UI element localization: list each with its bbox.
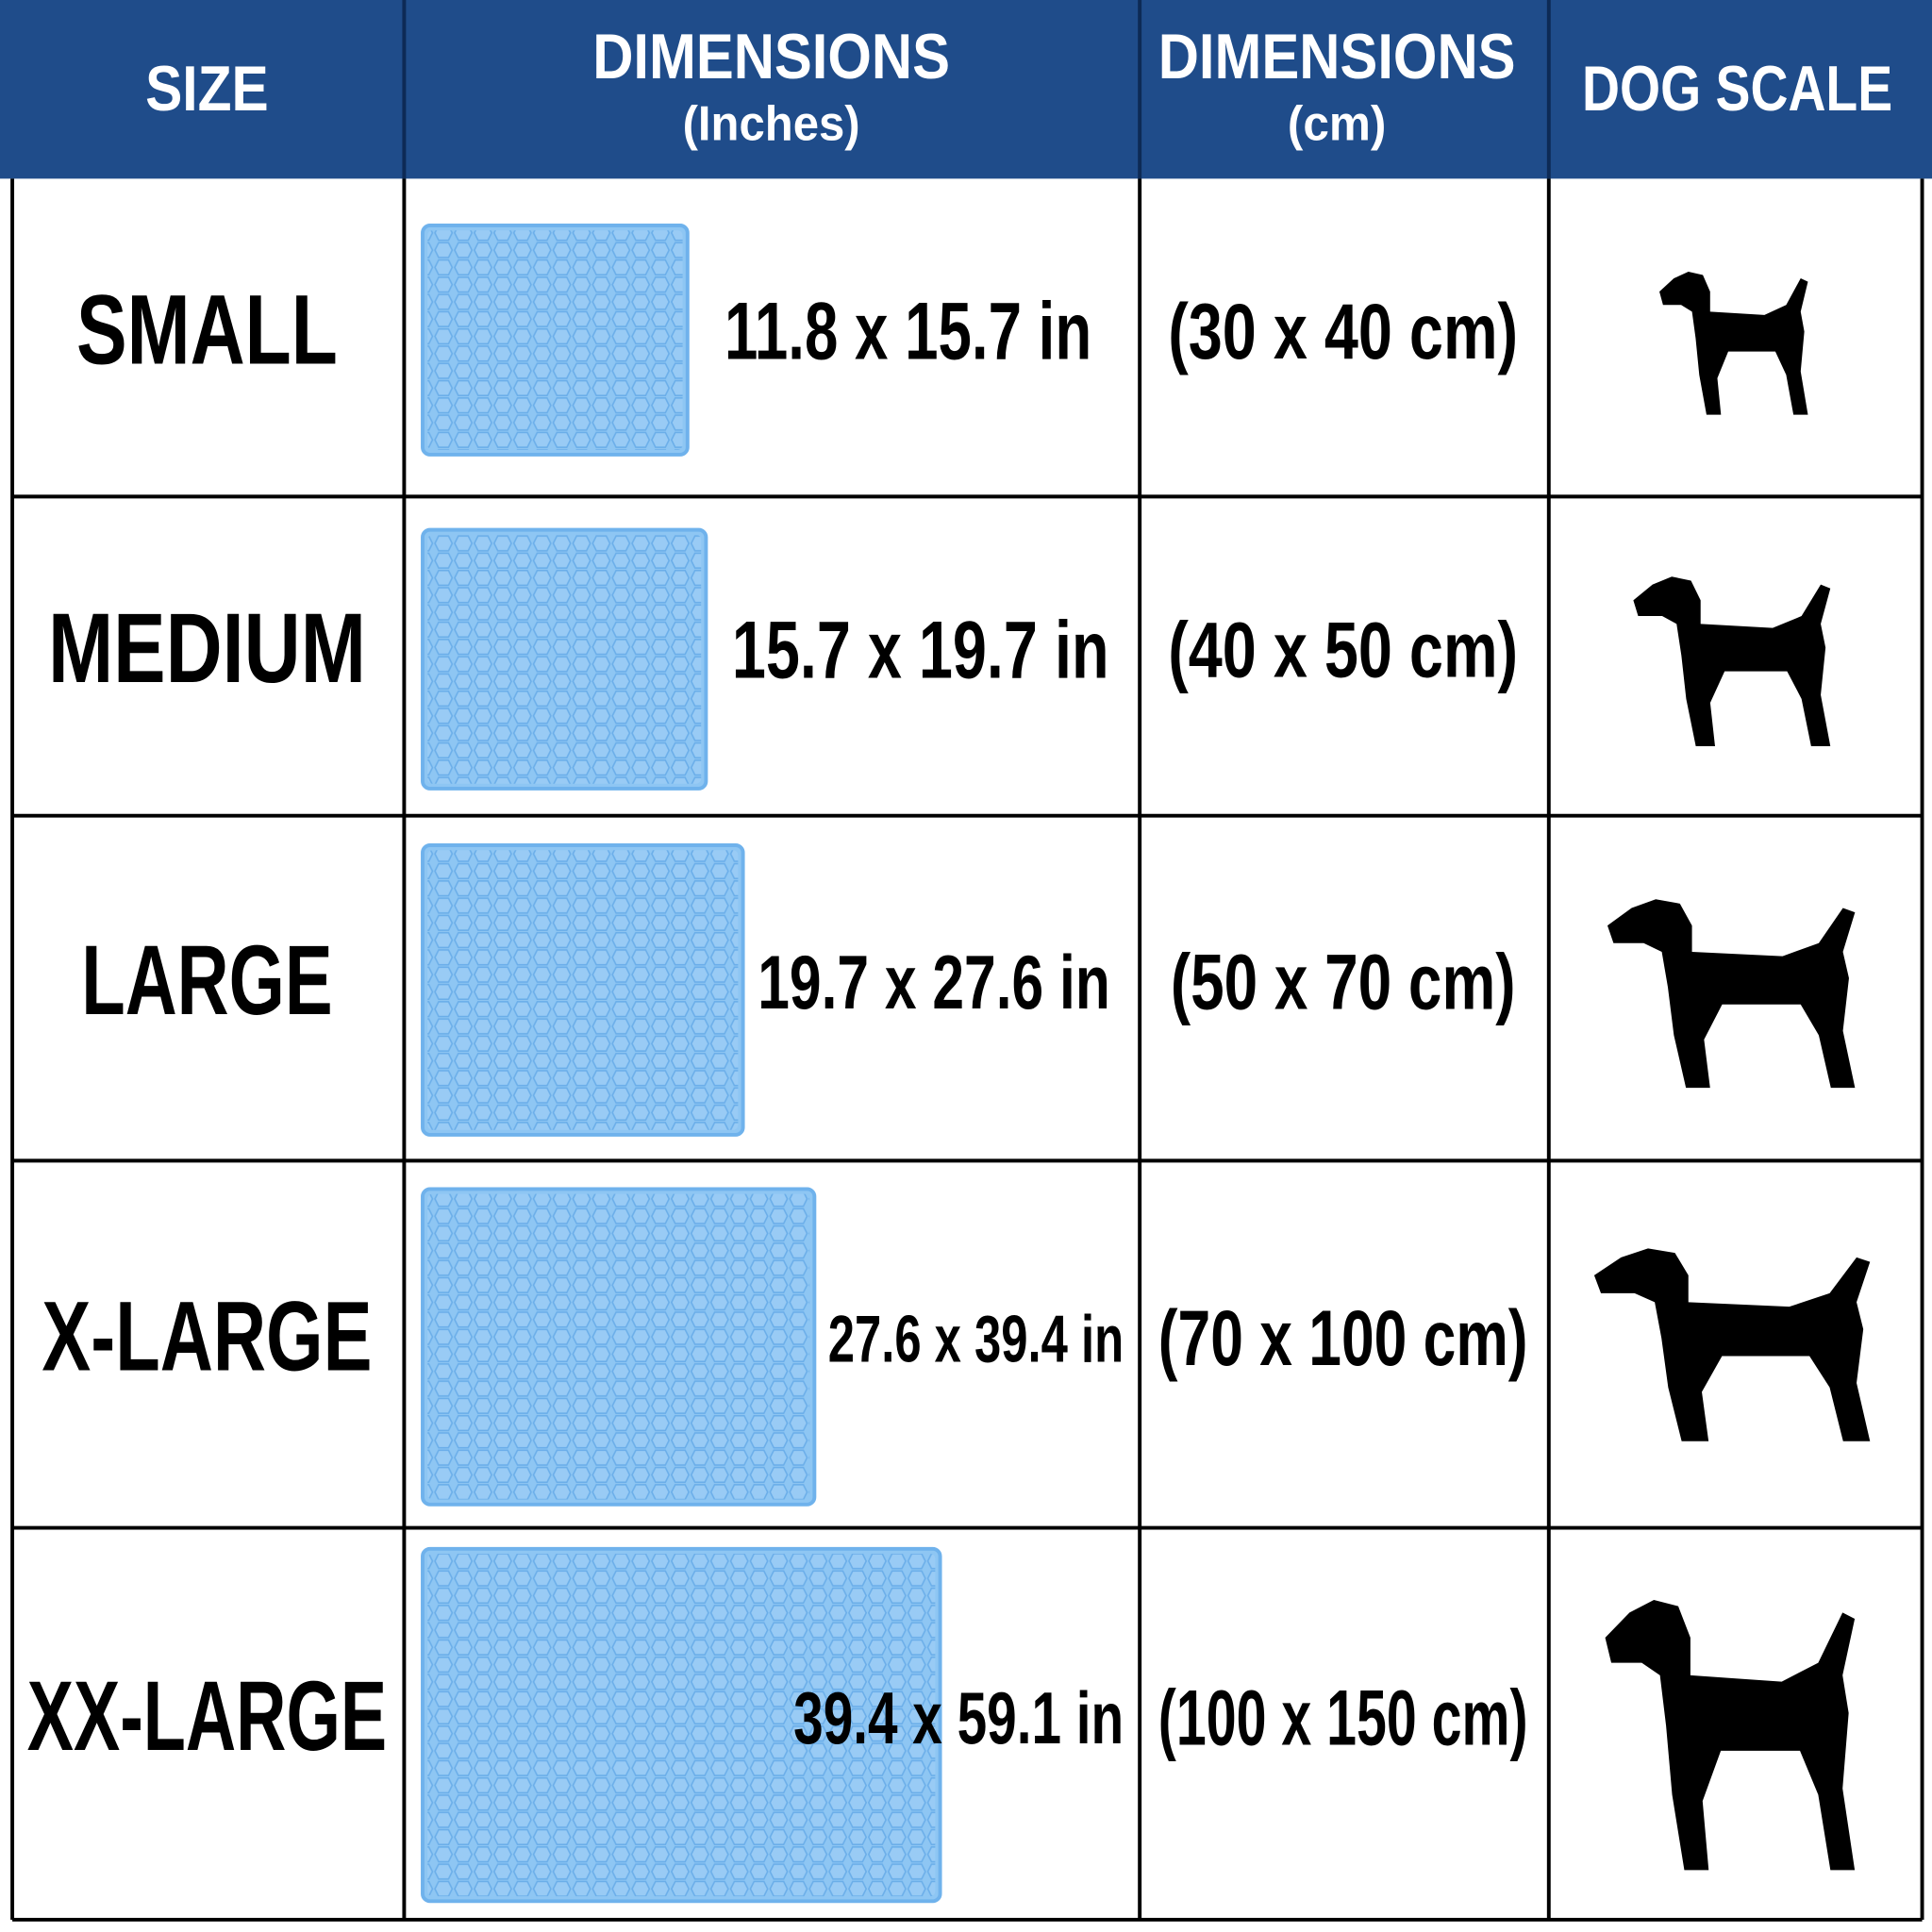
inches-label: 15.7 x 19.7 in [732,605,1109,695]
cm-label: (50 x 70 cm) [1171,938,1516,1026]
header-title: DIMENSIONS [592,22,950,92]
header-bar [0,0,1932,179]
cm-label: (70 x 100 cm) [1158,1293,1528,1382]
dog-silhouette [1659,272,1808,415]
cm-label: (40 x 50 cm) [1168,606,1518,694]
inches-label: 27.6 x 39.4 in [828,1302,1124,1376]
header-title: SIZE [145,54,269,125]
header-title: DIMENSIONS [1158,22,1516,92]
size-label: X-LARGE [42,1282,372,1392]
inches-label: 39.4 x 59.1 in [793,1676,1124,1759]
mat-texture [427,534,702,784]
dog-silhouette [1607,899,1856,1089]
dog-silhouette [1633,576,1831,746]
size-label: XX-LARGE [27,1661,387,1772]
header-title: DOG SCALE [1582,54,1892,125]
mat-texture [427,1554,936,1897]
size-label: SMALL [76,275,338,385]
inches-label: 19.7 x 27.6 in [758,941,1110,1025]
size-label: MEDIUM [48,593,366,704]
header-unit: (cm) [1288,96,1386,151]
mat-texture [427,1193,810,1500]
size-label: LARGE [81,925,332,1036]
header-unit: (Inches) [683,96,860,151]
dog-silhouette [1593,1248,1871,1441]
mat-texture [427,850,739,1130]
dog-silhouette [1605,1600,1856,1871]
cm-label: (100 x 150 cm) [1158,1673,1528,1761]
mat-texture [427,230,683,450]
cm-label: (30 x 40 cm) [1168,287,1518,375]
inches-label: 11.8 x 15.7 in [724,287,1091,377]
